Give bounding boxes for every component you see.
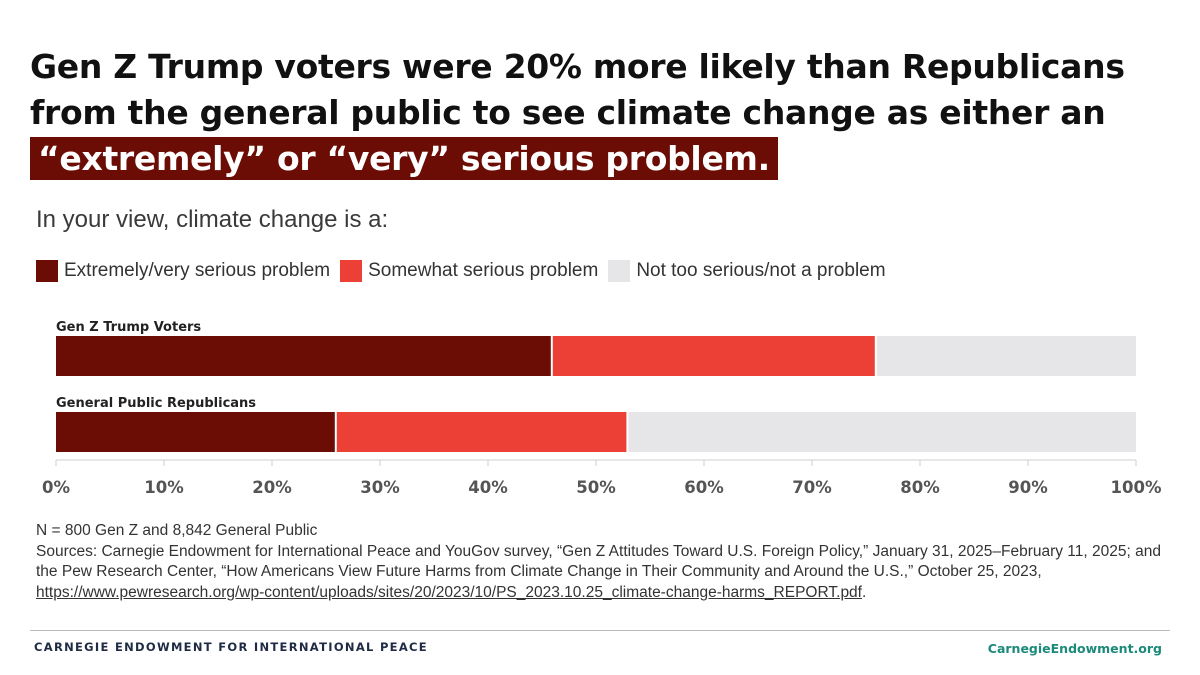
title-text: Gen Z Trump voters were 20% more likely … — [30, 47, 1125, 132]
x-tick-label: 10% — [144, 478, 184, 497]
legend: Extremely/very serious problem Somewhat … — [36, 258, 896, 284]
x-tick-label: 60% — [684, 478, 724, 497]
footer-divider — [30, 630, 1170, 631]
bar-gen-z-trump-voters-somewhat-serious-problem — [552, 336, 875, 376]
legend-swatch-extremely-very — [36, 260, 58, 282]
source-link[interactable]: https://www.pewresearch.org/wp-content/u… — [36, 583, 862, 601]
footer-org-name: CARNEGIE ENDOWMENT FOR INTERNATIONAL PEA… — [34, 640, 428, 654]
x-tick-label: 90% — [1008, 478, 1048, 497]
x-tick-label: 20% — [252, 478, 292, 497]
bar-general-public-republicans-not-too-serious-not-a-problem — [628, 412, 1136, 452]
category-label-general-public-republicans: General Public Republicans — [56, 396, 256, 411]
x-tick-label: 50% — [576, 478, 616, 497]
x-tick-label: 100% — [1111, 478, 1162, 497]
legend-label-not-too: Not too serious/not a problem — [636, 260, 886, 281]
category-label-gen-z-trump-voters: Gen Z Trump Voters — [56, 320, 201, 335]
bar-gen-z-trump-voters-extremely-very-serious-problem — [56, 336, 551, 376]
bar-gen-z-trump-voters-not-too-serious-not-a-problem — [876, 336, 1136, 376]
stacked-bar-chart: Gen Z Trump Voters General Public Republi… — [42, 320, 1162, 497]
legend-swatch-not-too — [608, 260, 631, 282]
source-link-suffix: . — [862, 583, 867, 601]
chart-subtitle: In your view, climate change is a: — [36, 206, 389, 233]
legend-item-extremely-very: Extremely/very serious problem — [36, 260, 330, 282]
x-tick-label: 80% — [900, 478, 940, 497]
x-tick-label: 40% — [468, 478, 508, 497]
footer-site-link[interactable]: CarnegieEndowment.org — [987, 641, 1162, 656]
sources-note: Sources: Carnegie Endowment for Internat… — [36, 542, 1176, 604]
x-tick-label: 30% — [360, 478, 400, 497]
x-tick-label: 70% — [792, 478, 832, 497]
source-notes: N = 800 Gen Z and 8,842 General Public S… — [36, 521, 1176, 603]
legend-swatch-somewhat — [340, 260, 363, 282]
x-tick-label: 0% — [42, 478, 70, 497]
sources-text: Sources: Carnegie Endowment for Internat… — [36, 542, 1161, 581]
legend-label-somewhat: Somewhat serious problem — [368, 260, 599, 281]
chart-title: Gen Z Trump voters were 20% more likely … — [30, 44, 1180, 182]
sample-note: N = 800 Gen Z and 8,842 General Public — [36, 522, 318, 539]
legend-label-extremely-very: Extremely/very serious problem — [64, 260, 331, 281]
legend-item-somewhat: Somewhat serious problem — [340, 260, 598, 282]
bar-general-public-republicans-somewhat-serious-problem — [336, 412, 627, 452]
legend-item-not-too: Not too serious/not a problem — [608, 260, 886, 282]
title-highlight: “extremely” or “very” serious problem. — [30, 137, 778, 180]
bar-general-public-republicans-extremely-very-serious-problem — [56, 412, 335, 452]
